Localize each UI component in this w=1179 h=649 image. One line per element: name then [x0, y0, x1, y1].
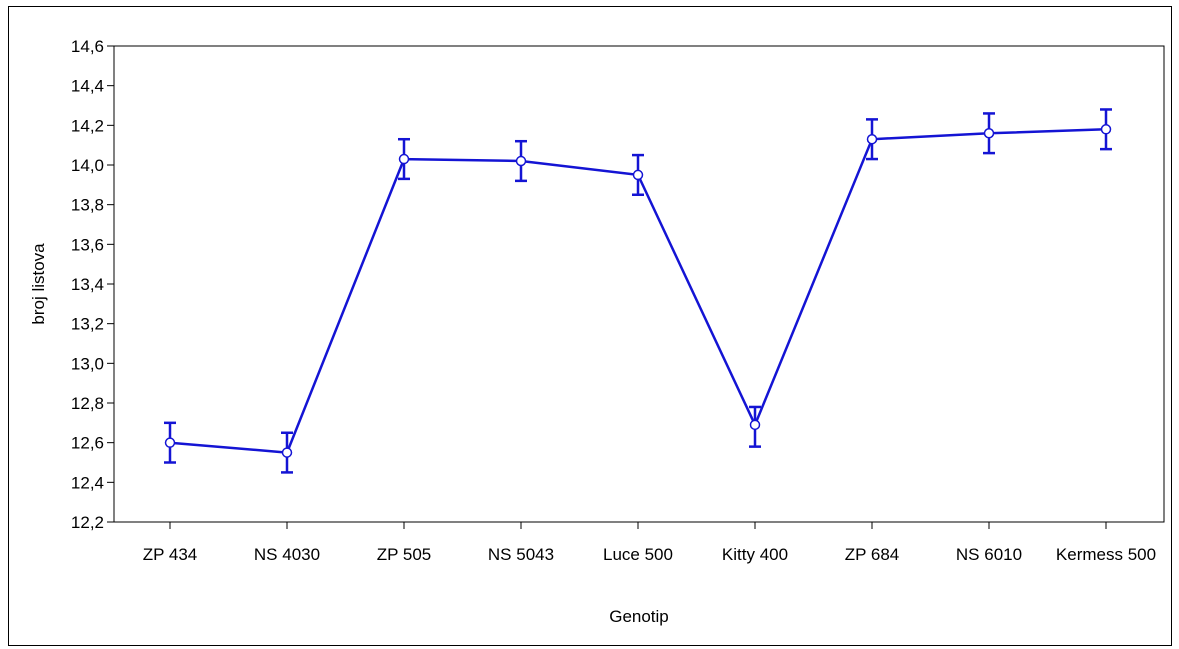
- y-tick-label: 12,4: [71, 473, 104, 492]
- data-point: [1100, 124, 1112, 135]
- y-tick-label: 13,8: [71, 196, 104, 215]
- y-tick-label: 14,0: [71, 156, 104, 175]
- x-tick-label: Kitty 400: [722, 545, 788, 564]
- y-tick-label: 12,8: [71, 394, 104, 413]
- y-tick-label: 13,2: [71, 315, 104, 334]
- y-tick-label: 13,0: [71, 354, 104, 373]
- x-tick-label: ZP 434: [143, 545, 198, 564]
- y-tick-label: 14,4: [71, 77, 104, 96]
- y-axis: 12,2 12,4 12,6 12,8 13,0 13,2 13,4 13,6 13,8 14,0…: [71, 37, 114, 532]
- data-point: [632, 169, 644, 181]
- x-tick-label: NS 6010: [956, 545, 1022, 564]
- data-point: [983, 128, 995, 139]
- y-tick-label: 14,2: [71, 116, 104, 135]
- x-tick-label: ZP 684: [845, 545, 900, 564]
- x-tick-label: NS 4030: [254, 545, 320, 564]
- y-tick-label: 12,2: [71, 513, 104, 532]
- data-point: [866, 133, 878, 145]
- x-tick-label: NS 5043: [488, 545, 554, 564]
- chart-frame: [8, 6, 1172, 646]
- y-axis-title: broj listova: [29, 243, 48, 325]
- x-tick-label: Luce 500: [603, 545, 673, 564]
- data-point: [749, 419, 761, 431]
- x-tick-label: Kermess 500: [1056, 545, 1156, 564]
- series-group: [164, 108, 1112, 474]
- x-tick-label: ZP 505: [377, 545, 432, 564]
- data-point: [164, 437, 176, 448]
- x-axis: ZP 434 NS 4030 ZP 505 NS 5043 Luce 500 Kitty …: [143, 522, 1156, 564]
- data-point: [398, 153, 410, 165]
- y-tick-label: 14,6: [71, 37, 104, 56]
- data-point: [281, 447, 293, 458]
- y-tick-label: 13,4: [71, 275, 104, 294]
- y-tick-label: 13,6: [71, 235, 104, 254]
- x-axis-title: Genotip: [609, 607, 669, 626]
- y-tick-label: 12,6: [71, 434, 104, 453]
- data-point: [515, 155, 527, 167]
